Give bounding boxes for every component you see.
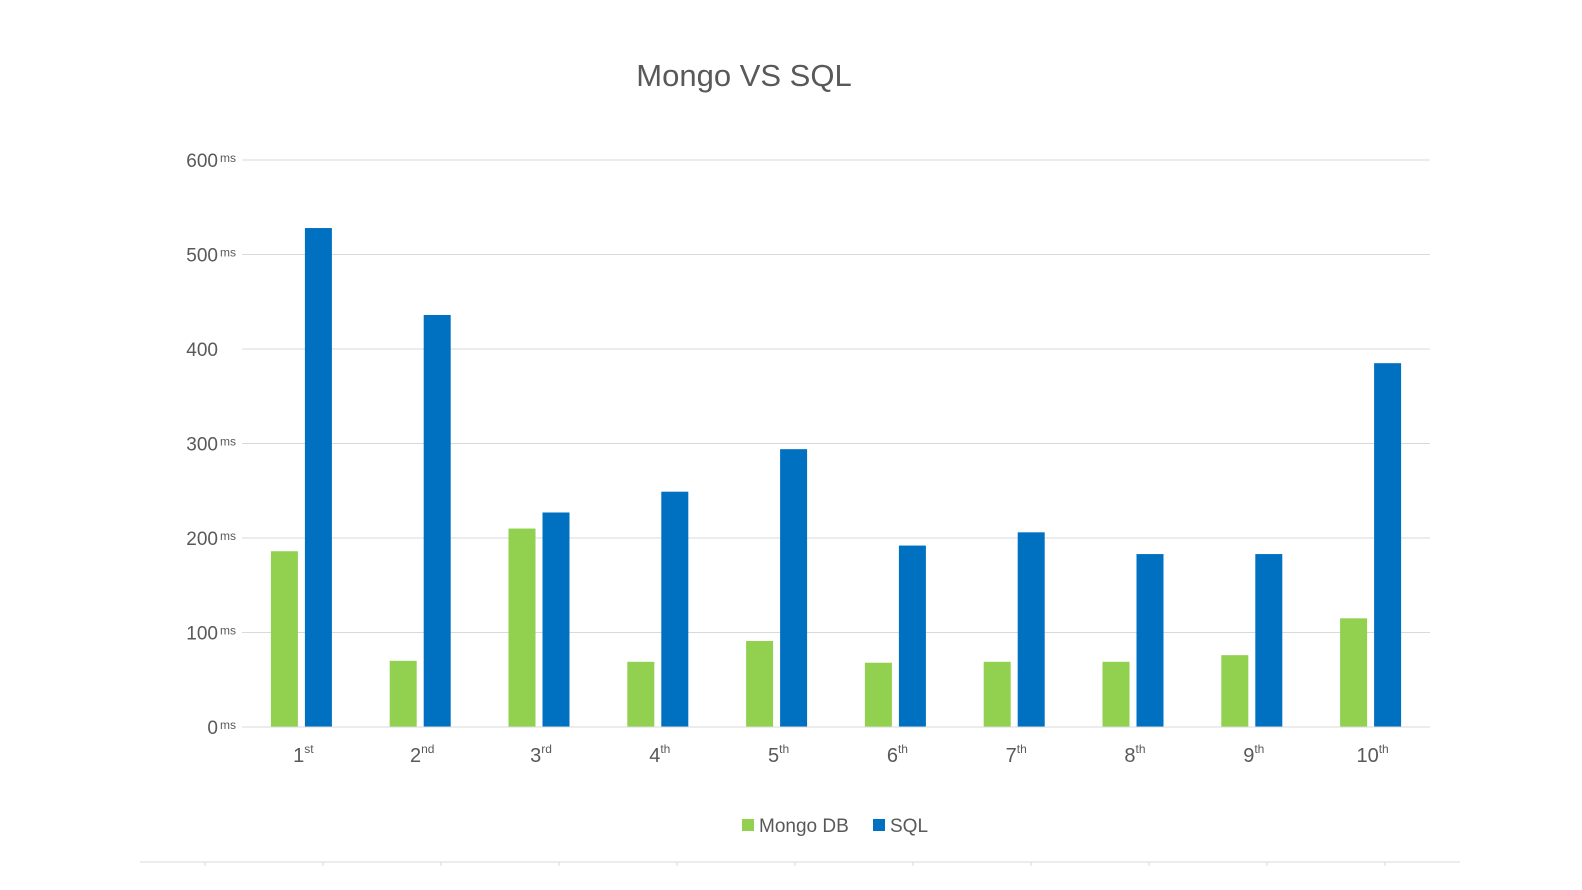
legend-swatch-sql xyxy=(873,819,885,831)
x-tick-label: 1st xyxy=(293,742,314,767)
bar-sql-2 xyxy=(423,314,451,727)
bar-mongo-db-10 xyxy=(1340,618,1368,727)
x-tick-label: 4th xyxy=(649,742,670,767)
y-tick-label: 600 xyxy=(186,151,218,172)
x-tick-label: 8th xyxy=(1124,742,1145,767)
legend-label-sql: SQL xyxy=(890,816,928,837)
y-tick-unit: ms xyxy=(220,624,236,638)
bar-sql-6 xyxy=(898,545,926,727)
y-tick-unit: ms xyxy=(220,435,236,449)
y-tick-label: 400 xyxy=(186,340,218,361)
bar-sql-3 xyxy=(542,512,570,727)
legend-label-mongo-db: Mongo DB xyxy=(759,816,849,837)
y-tick-unit: ms xyxy=(220,529,236,543)
y-tick-unit: ms xyxy=(220,246,236,260)
bar-sql-7 xyxy=(1017,532,1045,727)
bar-sql-5 xyxy=(780,449,808,727)
bar-sql-1 xyxy=(304,228,332,728)
bar-mongo-db-1 xyxy=(270,551,298,727)
y-tick-unit: ms xyxy=(220,718,236,732)
bar-mongo-db-4 xyxy=(627,661,655,727)
bar-mongo-db-5 xyxy=(746,641,774,727)
chart-title: Mongo VS SQL xyxy=(636,58,852,93)
bar-sql-4 xyxy=(661,491,689,727)
bar-sql-8 xyxy=(1136,554,1164,727)
bar-mongo-db-9 xyxy=(1221,655,1249,727)
x-tick-label: 2nd xyxy=(410,742,434,767)
y-tick-label: 100 xyxy=(186,624,218,645)
x-tick-label: 10th xyxy=(1356,742,1388,767)
x-tick-label: 3rd xyxy=(530,742,552,767)
y-tick-label: 300 xyxy=(186,435,218,456)
y-tick-unit: ms xyxy=(220,151,236,165)
bar-mongo-db-2 xyxy=(389,660,417,727)
legend-swatch-mongo-db xyxy=(742,819,754,831)
y-tick-label: 0 xyxy=(207,718,218,739)
bar-mongo-db-7 xyxy=(983,661,1011,727)
bar-sql-10 xyxy=(1374,363,1402,727)
bar-mongo-db-6 xyxy=(864,662,892,727)
y-tick-label: 200 xyxy=(186,529,218,550)
x-tick-label: 5th xyxy=(768,742,789,767)
x-tick-label: 7th xyxy=(1006,742,1027,767)
y-tick-label: 500 xyxy=(186,246,218,267)
bar-sql-9 xyxy=(1255,554,1283,727)
x-tick-label: 9th xyxy=(1243,742,1264,767)
x-tick-label: 6th xyxy=(887,742,908,767)
bar-mongo-db-3 xyxy=(508,528,536,727)
bar-mongo-db-8 xyxy=(1102,661,1130,727)
